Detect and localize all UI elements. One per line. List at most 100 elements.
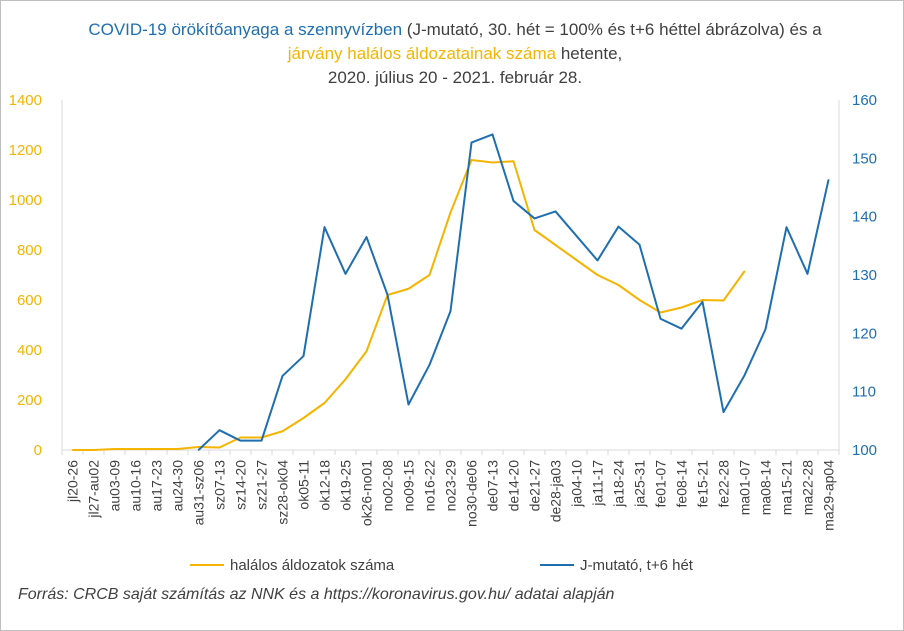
x-tick-label: fe22-28 (716, 460, 732, 508)
deaths-data-point (617, 284, 620, 286)
x-tick-label: ma01-07 (737, 460, 753, 515)
x-tick-label: ma22-28 (800, 460, 816, 515)
jindex-data-point (764, 328, 767, 331)
jindex-data-point (407, 403, 410, 406)
deaths-series-line (72, 159, 746, 451)
deaths-data-point (491, 161, 494, 164)
deaths-data-point (365, 350, 368, 353)
left-axis-tick-label: 1000 (9, 192, 42, 209)
x-tick-label: ma08-14 (758, 460, 774, 515)
deaths-data-point (218, 446, 221, 449)
deaths-data-point (701, 299, 704, 301)
x-tick-label: no30-de06 (464, 460, 480, 527)
deaths-data-point (449, 211, 452, 214)
x-tick-label: au24-30 (170, 460, 186, 512)
x-tick-label: ja25-31 (632, 460, 648, 508)
left-axis-tick-label: 1400 (9, 92, 42, 109)
x-tick-label: no02-08 (380, 460, 396, 512)
deaths-data-point (71, 449, 74, 451)
deaths-data-point (722, 299, 725, 302)
deaths-data-point (554, 244, 557, 246)
x-tick-label: de21-27 (527, 460, 543, 512)
deaths-data-point (155, 448, 158, 450)
title-date-range: 2020. július 20 - 2021. február 28. (327, 68, 583, 87)
jindex-data-point (827, 179, 830, 181)
x-tick-label: fe15-21 (695, 460, 711, 508)
deaths-data-point (344, 378, 347, 381)
x-tick-label: no16-22 (422, 460, 438, 512)
jindex-data-point (512, 200, 515, 202)
x-tick-label: fe08-14 (674, 460, 690, 508)
jindex-data-point (806, 273, 809, 275)
x-tick-label: sz07-13 (212, 460, 228, 510)
right-axis-tick-label: 110 (852, 384, 876, 401)
jindex-data-point (617, 225, 620, 228)
x-tick-label: ma29-ap04 (821, 460, 837, 531)
jindex-data-point (680, 327, 683, 330)
right-axis-tick-label: 130 (852, 267, 877, 284)
x-tick-label: de07-13 (485, 460, 501, 512)
jindex-data-point (785, 226, 788, 228)
jindex-data-point (386, 294, 389, 296)
x-tick-label: jl27-au02 (86, 460, 102, 519)
jindex-data-point (449, 310, 452, 312)
jindex-data-point (596, 259, 599, 262)
x-tick-label: au17-23 (149, 460, 165, 512)
jindex-data-point (197, 449, 200, 451)
x-tick-label: sz21-27 (254, 460, 270, 510)
title-part-wastewater: COVID-19 örökítőanyaga a szennyvízben (88, 20, 403, 39)
jindex-data-point (743, 374, 746, 377)
deaths-data-point (470, 159, 473, 161)
title-part-deaths: járvány halálos áldozatainak száma (287, 44, 557, 63)
jindex-data-point (533, 217, 536, 220)
deaths-data-point (302, 417, 305, 419)
deaths-data-point (197, 446, 200, 448)
x-tick-label: no09-15 (401, 460, 417, 512)
x-tick-label: au10-16 (128, 460, 144, 512)
jindex-data-point (554, 210, 557, 213)
x-tick-label: ok12-18 (317, 460, 333, 511)
x-tick-label: jl20-26 (65, 460, 81, 503)
jindex-data-point (323, 226, 326, 228)
x-tick-label: au31-sz06 (191, 460, 207, 526)
deaths-data-point (113, 448, 116, 450)
jindex-data-point (260, 439, 263, 442)
right-axis-tick-label: 120 (852, 325, 877, 342)
jindex-data-point (638, 243, 641, 246)
left-axis-tick-label: 400 (17, 342, 42, 359)
jindex-data-point (701, 301, 704, 303)
right-axis-tick-label: 160 (852, 92, 877, 109)
deaths-data-point (428, 274, 431, 276)
deaths-data-point (92, 449, 95, 451)
x-tick-label: au03-09 (107, 460, 123, 512)
jindex-data-point (281, 375, 284, 377)
left-axis-tick-label: 1200 (9, 142, 42, 159)
x-tick-label: fe01-07 (653, 460, 669, 508)
x-tick-label: de14-20 (506, 460, 522, 512)
deaths-data-point (575, 259, 578, 261)
deaths-data-point (659, 311, 662, 314)
deaths-data-point (323, 402, 326, 404)
right-axis-tick-label: 150 (852, 150, 877, 167)
x-tick-label: ok26-no01 (359, 460, 375, 526)
chart-title: COVID-19 örökítőanyaga a szennyvízben (J… (60, 18, 850, 90)
deaths-data-point (176, 448, 179, 450)
x-tick-label: ja18-24 (611, 460, 627, 508)
title-part-jindex: (J-mutató, 30. hét = 100% és t+6 héttel … (402, 20, 822, 39)
x-tick-label: ja04-10 (569, 460, 585, 508)
jindex-data-point (428, 364, 431, 366)
source-note: Forrás: CRCB saját számítás az NNK és a … (18, 586, 615, 603)
jindex-data-point (491, 133, 494, 136)
deaths-data-point (680, 306, 683, 309)
deaths-data-point (743, 270, 746, 273)
x-tick-label: ok05-11 (296, 460, 312, 510)
jindex-data-point (722, 411, 725, 413)
x-tick-label: no23-29 (443, 460, 459, 512)
deaths-data-point (281, 430, 284, 433)
deaths-data-point (134, 448, 137, 450)
jindex-data-point (218, 429, 221, 431)
x-tick-label: sz28-ok04 (275, 460, 291, 525)
x-tick-label: ma15-21 (779, 460, 795, 515)
deaths-data-point (512, 160, 515, 163)
